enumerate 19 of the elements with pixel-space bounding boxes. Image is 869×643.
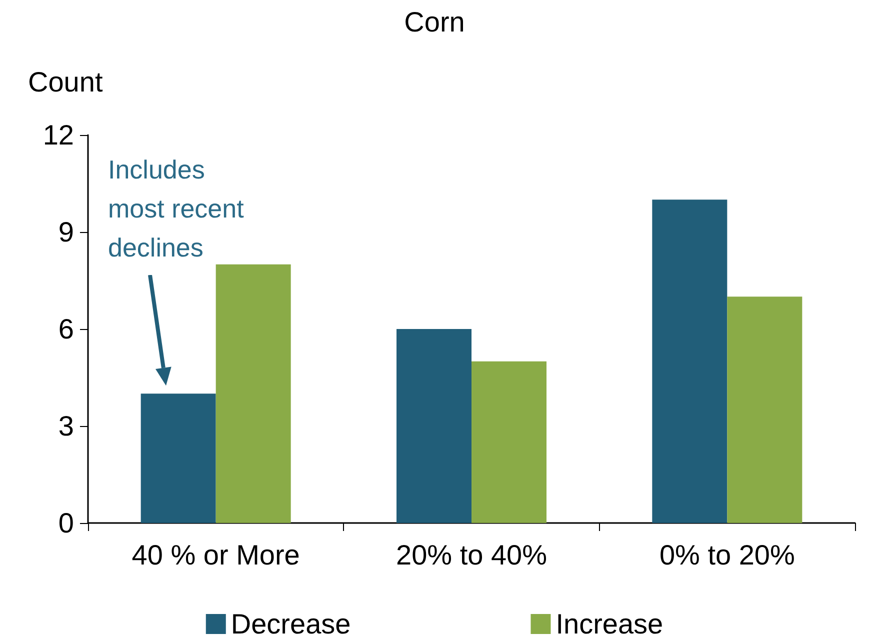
bar: [216, 264, 291, 523]
legend-label: Increase: [556, 608, 664, 640]
bar: [652, 200, 728, 523]
x-tick-label: 20% to 40%: [396, 540, 547, 570]
y-tick-label: 3: [58, 410, 74, 442]
y-axis-title: Count: [28, 66, 103, 98]
legend-label: Decrease: [230, 608, 351, 640]
x-tick-label: 0% to 20%: [659, 540, 795, 570]
annotation: Includes most recent declines: [108, 154, 245, 262]
y-tick-label: 9: [58, 216, 74, 248]
bar: [396, 329, 472, 523]
bar: [140, 394, 216, 523]
bar: [727, 296, 802, 523]
bar: [472, 361, 546, 523]
y-tick-label: 12: [42, 120, 74, 150]
y-tick-label: 6: [58, 314, 74, 344]
y-tick-label: 0: [58, 508, 74, 538]
x-tick-label: 40 % or More: [132, 540, 300, 570]
chart-title: Corn: [404, 6, 465, 38]
